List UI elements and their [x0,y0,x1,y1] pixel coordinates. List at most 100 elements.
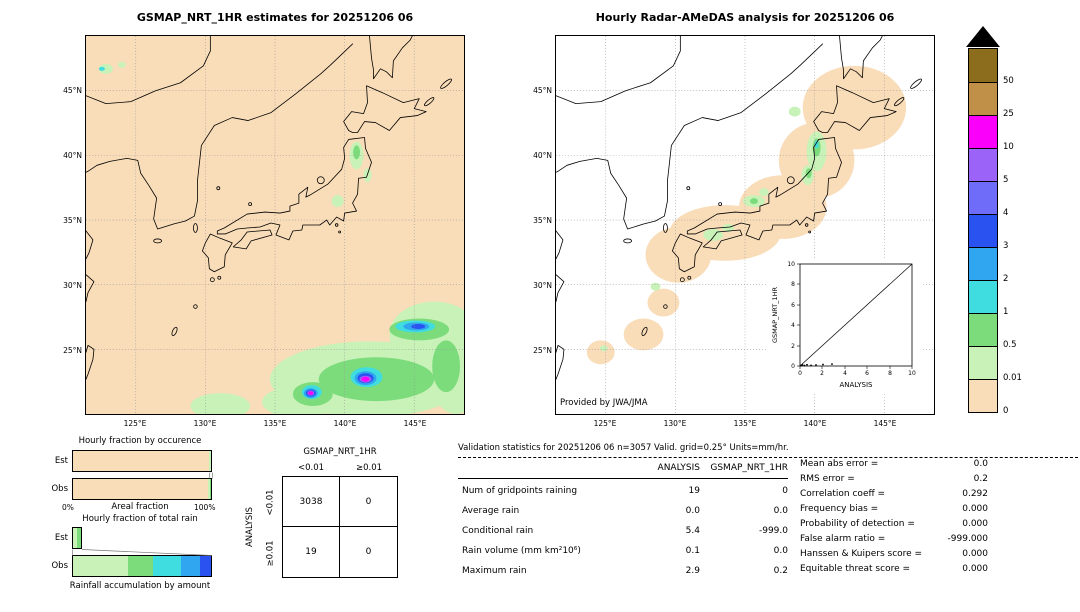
bar-segment [73,479,209,499]
colorbar-block [969,49,997,82]
left-map-title: GSMAP_NRT_1HR estimates for 20251206 06 [136,11,414,24]
svg-text:2: 2 [791,343,795,350]
lat-tick: 35°N [63,216,82,225]
svg-text:10: 10 [908,370,916,377]
svg-text:0: 0 [791,363,795,370]
colorbar-block [969,346,997,379]
lon-tick: 130°E [193,419,217,428]
score-value: 0.2 [973,474,988,484]
colorbar-label: 1 [1003,307,1009,317]
bar-segment [73,528,78,548]
colorbar-label: 2 [1003,274,1009,284]
divider-solid [458,478,788,479]
score-line: Hanssen & Kuipers score = 0.000 [800,549,988,560]
svg-text:0: 0 [798,370,802,377]
colorbar-label: 0.01 [1003,373,1022,383]
contingency-side-label: ANALYSIS [245,506,255,548]
colorbar-label: 10 [1003,142,1014,152]
bar-segment [73,556,129,576]
svg-text:2: 2 [820,370,824,377]
totalrain-obs-bar [72,555,212,577]
lat-tick: 25°N [63,346,82,355]
stats-value-gsmap: 0.0 [773,506,788,516]
svg-text:8: 8 [791,281,795,288]
stats-row-label: Conditional rain [462,526,534,536]
lat-tick: 40°N [63,151,82,160]
lon-tick: 140°E [333,419,357,428]
inset-scatter: 0 2 4 6 8 10 0 2 4 6 8 10 ANALYSIS GSMAP… [766,258,922,392]
svg-text:10: 10 [787,261,795,268]
bar-segment [209,451,211,471]
stats-value-analysis: 0.1 [685,546,700,556]
bar-segment [208,479,210,499]
contingency-cell: 0 [365,547,372,557]
occurrence-xmax: 100% [194,503,216,512]
colorbar-label: 50 [1003,76,1014,86]
inset-x-tick-labels: 0 2 4 6 8 10 [798,370,916,377]
lat-tick: 45°N [533,86,552,95]
stats-row-label: Maximum rain [462,566,527,576]
score-line: Correlation coeff = 0.292 [800,489,988,500]
score-label: Mean abs error = [800,459,879,469]
bar-segment [73,451,210,471]
score-label: Correlation coeff = [800,489,886,499]
score-line: Frequency bias = 0.000 [800,504,988,515]
occurrence-est-bar [72,450,212,472]
contingency-cell: 0 [340,477,397,527]
score-value: 0.000 [962,504,988,514]
lat-tick: 40°N [533,151,552,160]
stats-value-gsmap: -999.0 [758,526,788,536]
bar-segment [180,556,200,576]
totalrain-obs-label: Obs [51,561,68,571]
contingency-col-header: ≥0.01 [355,463,383,473]
totalrain-xlabel: Rainfall accumulation by amount [69,581,211,591]
inset-points [800,363,833,367]
stats-value-analysis: 0.0 [685,506,700,516]
lon-tick: 125°E [123,419,147,428]
score-line: Mean abs error = 0.0 [800,459,988,470]
lon-tick: 130°E [663,419,687,428]
occurrence-chart-title: Hourly fraction by occurence [78,436,202,446]
bar-segment [209,479,211,499]
colorbar-label: 0 [1003,406,1009,416]
credit-text: Provided by JWA/JMA [560,398,648,408]
bar-segment [153,556,181,576]
score-value: 0.0 [973,459,988,469]
colorbar-block [969,379,997,412]
colorbar-block [969,115,997,148]
stats-value-analysis: 5.4 [685,526,700,536]
left-map-svg [86,36,464,414]
colorbar-block [969,313,997,346]
colorbar-label: 25 [1003,109,1014,119]
score-label: Hanssen & Kuipers score = [800,549,923,559]
score-value: -999.000 [947,534,988,544]
totalrain-connector [72,549,213,556]
colorbar-block [969,280,997,313]
svg-text:6: 6 [865,370,869,377]
lat-tick: 45°N [63,86,82,95]
svg-text:4: 4 [791,322,795,329]
lon-tick: 135°E [263,419,287,428]
bar-segment [77,528,81,548]
svg-text:6: 6 [791,302,795,309]
contingency-row-header: <0.01 [265,489,276,516]
stats-row-label: Rain volume (mm km²10⁶) [462,546,581,556]
stats-value-analysis: 2.9 [685,566,700,576]
stats-value-gsmap: 0.2 [773,566,788,576]
right-map [555,35,935,415]
contingency-table: 3038 0 19 0 [282,476,398,578]
lat-tick: 30°N [63,281,82,290]
lon-tick: 145°E [873,419,897,428]
colorbar-label: 4 [1003,208,1009,218]
left-map [85,35,465,415]
score-value: 0.000 [962,549,988,559]
lat-tick: 25°N [533,346,552,355]
stats-title: Validation statistics for 20251206 06 n=… [458,443,789,453]
bar-segment [128,556,154,576]
colorbar-block [969,214,997,247]
lat-tick: 30°N [533,281,552,290]
contingency-row-header: ≥0.01 [265,540,276,567]
score-label: False alarm ratio = [800,534,886,544]
totalrain-chart-title: Hourly fraction of total rain [82,514,198,524]
